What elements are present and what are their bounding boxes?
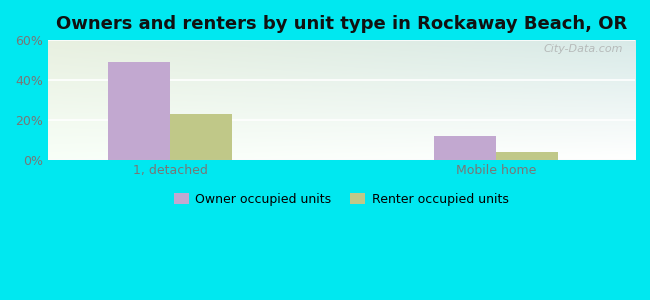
Bar [170, 114, 232, 160]
Bar [434, 136, 497, 160]
Bar [497, 152, 558, 160]
Bar [108, 62, 170, 160]
Text: City-Data.com: City-Data.com [544, 44, 623, 54]
Legend: Owner occupied units, Renter occupied units: Owner occupied units, Renter occupied un… [174, 193, 508, 206]
Title: Owners and renters by unit type in Rockaway Beach, OR: Owners and renters by unit type in Rocka… [56, 15, 627, 33]
